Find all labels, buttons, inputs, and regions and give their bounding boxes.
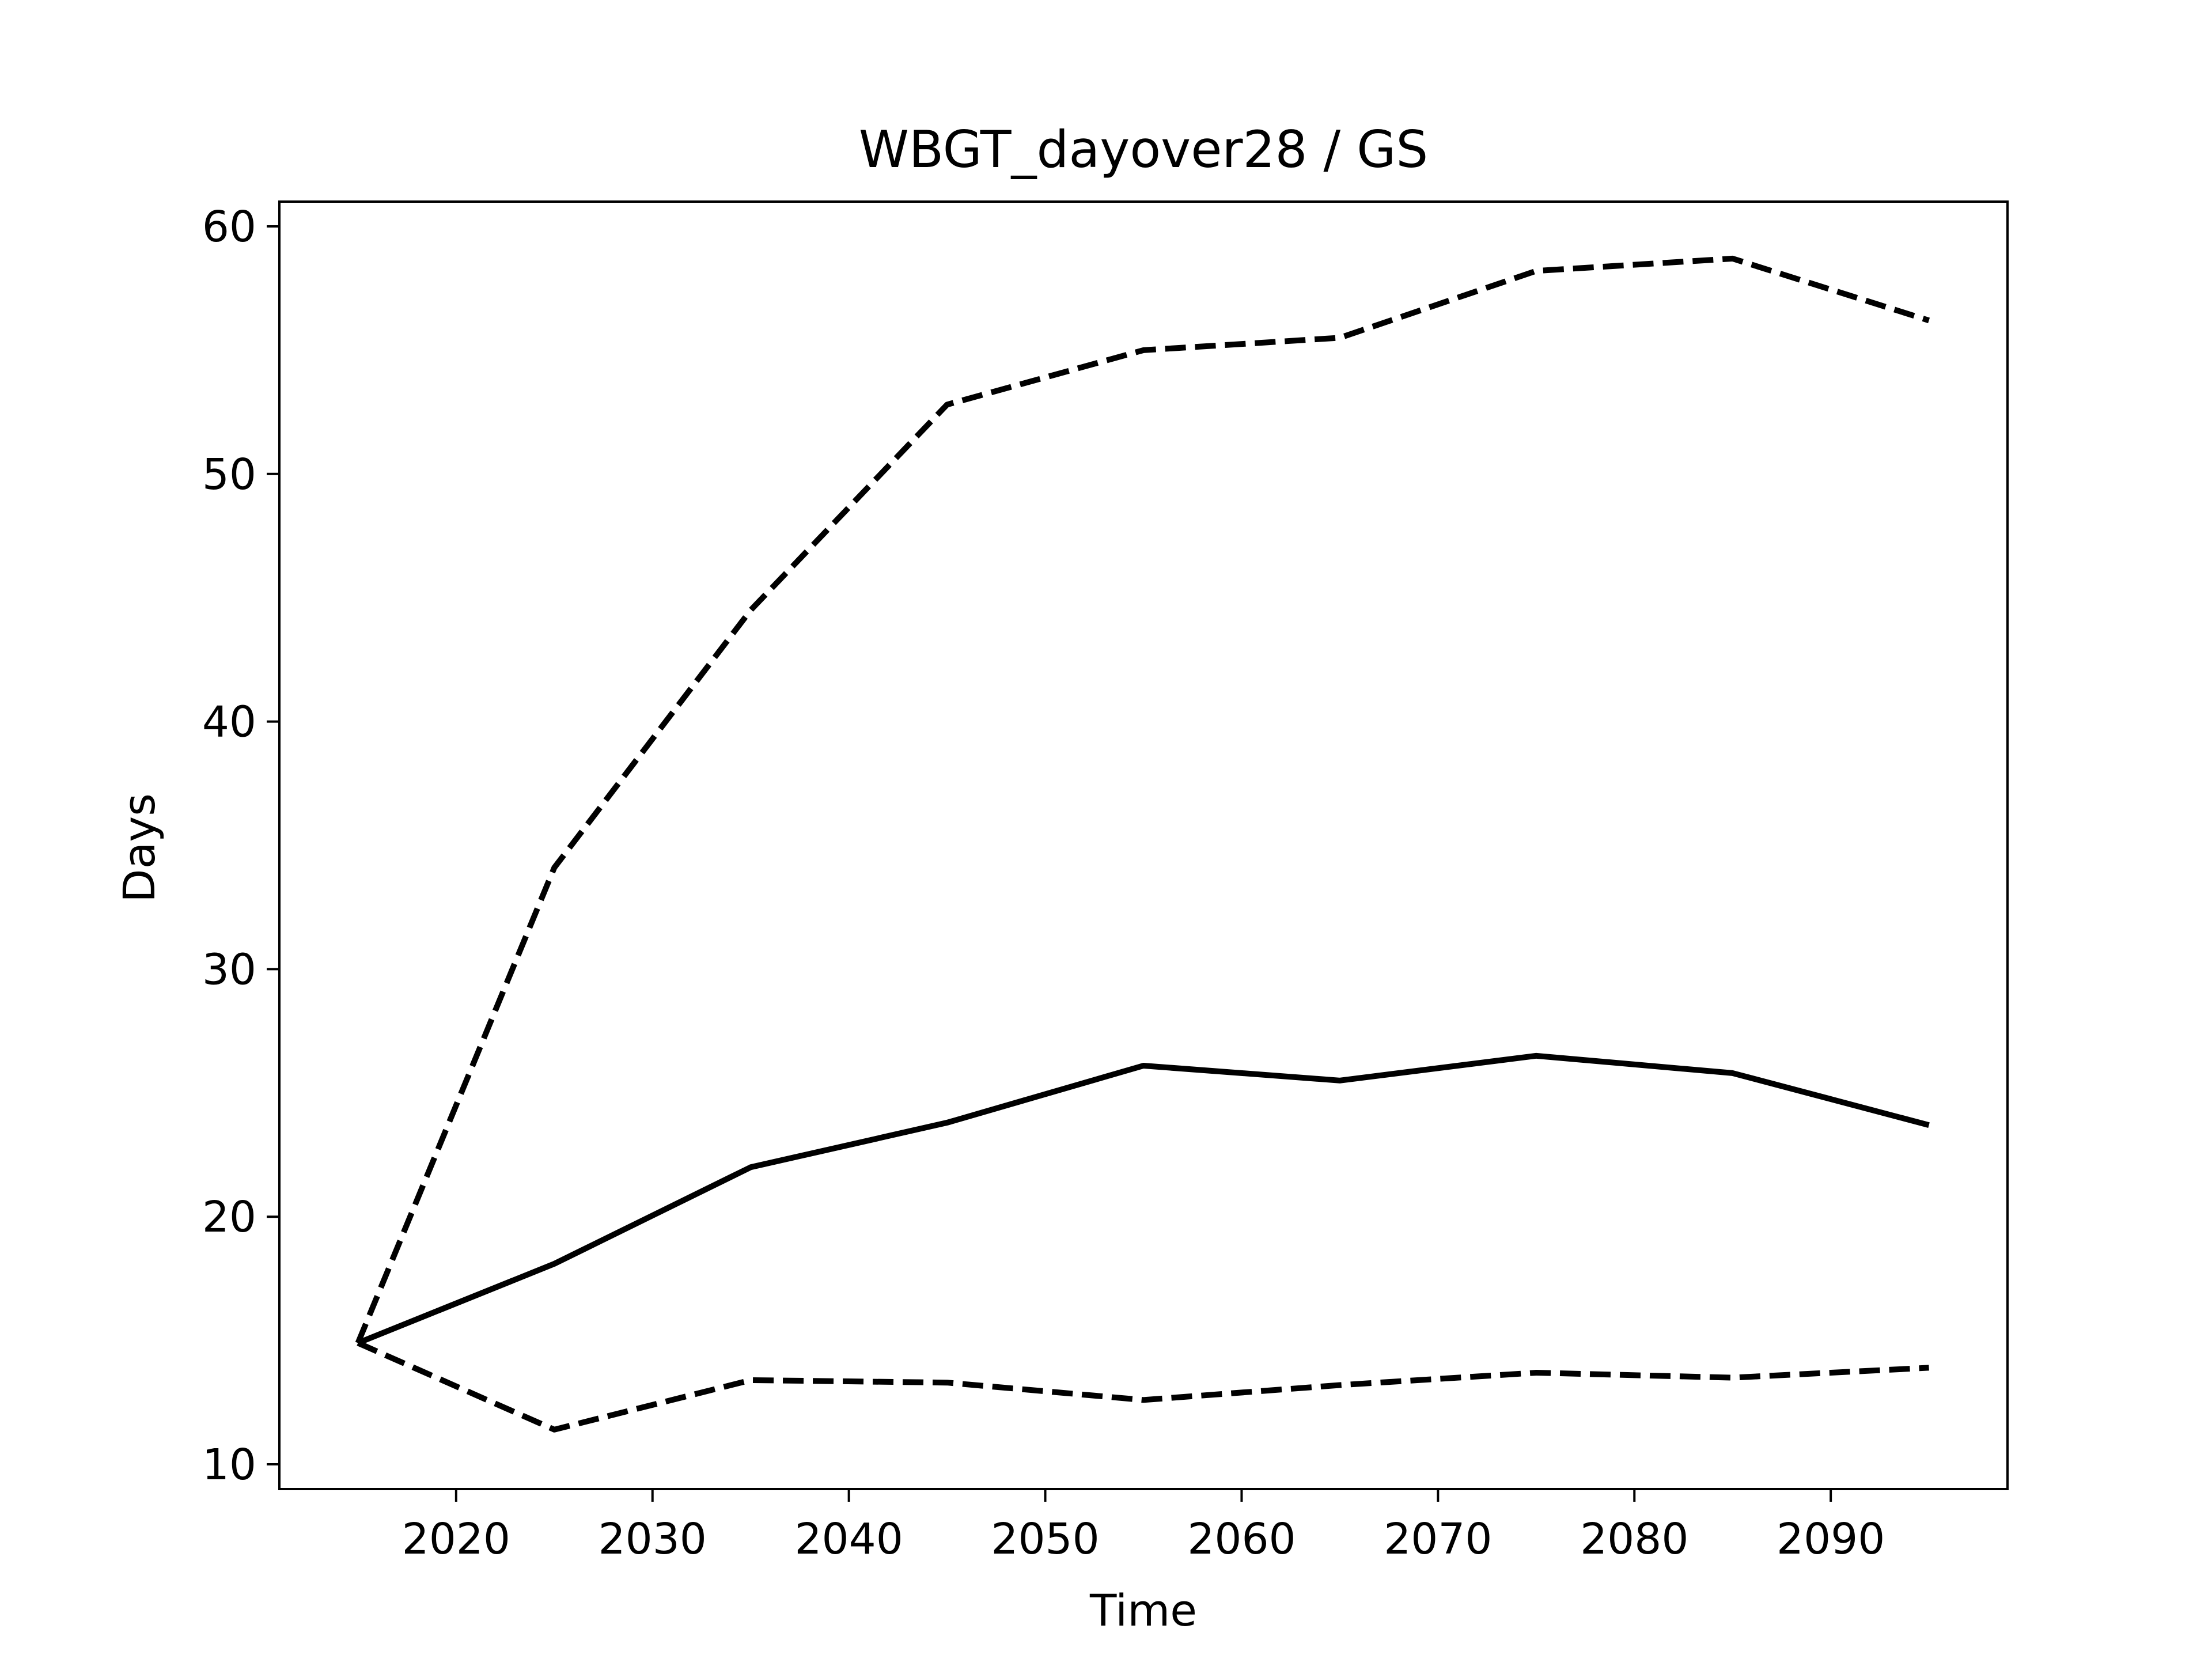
x-tick-label: 2090 [1777,1514,1885,1564]
x-axis: 2020 2030 2040 2050 2060 2070 2080 2090 [402,1489,1885,1564]
plot-frame [278,200,2009,1490]
y-tick-label: 10 [202,1440,256,1490]
y-tick-label: 60 [202,202,256,252]
y-tick-label: 50 [202,450,256,499]
series-line-2 [357,1052,1930,1346]
y-tick-label: 40 [202,698,256,747]
y-tick-label: 30 [202,945,256,994]
y-axis-label: Days [113,793,165,903]
x-tick-label: 2020 [402,1514,510,1564]
x-tick-label: 2050 [991,1514,1099,1564]
series-layer [355,255,1930,1433]
x-tick-label: 2040 [794,1514,903,1564]
x-tick-label: 2070 [1384,1514,1492,1564]
series-line-3 [357,1340,1929,1433]
series-line-1 [355,255,1930,1344]
x-axis-label: Time [1089,1585,1197,1636]
y-axis: 10 20 30 40 50 60 [202,202,279,1490]
x-tick-label: 2060 [1187,1514,1296,1564]
chart-title: WBGT_dayover28 / GS [859,120,1428,179]
x-tick-label: 2030 [599,1514,707,1564]
y-tick-label: 20 [202,1192,256,1242]
x-tick-label: 2080 [1580,1514,1688,1564]
